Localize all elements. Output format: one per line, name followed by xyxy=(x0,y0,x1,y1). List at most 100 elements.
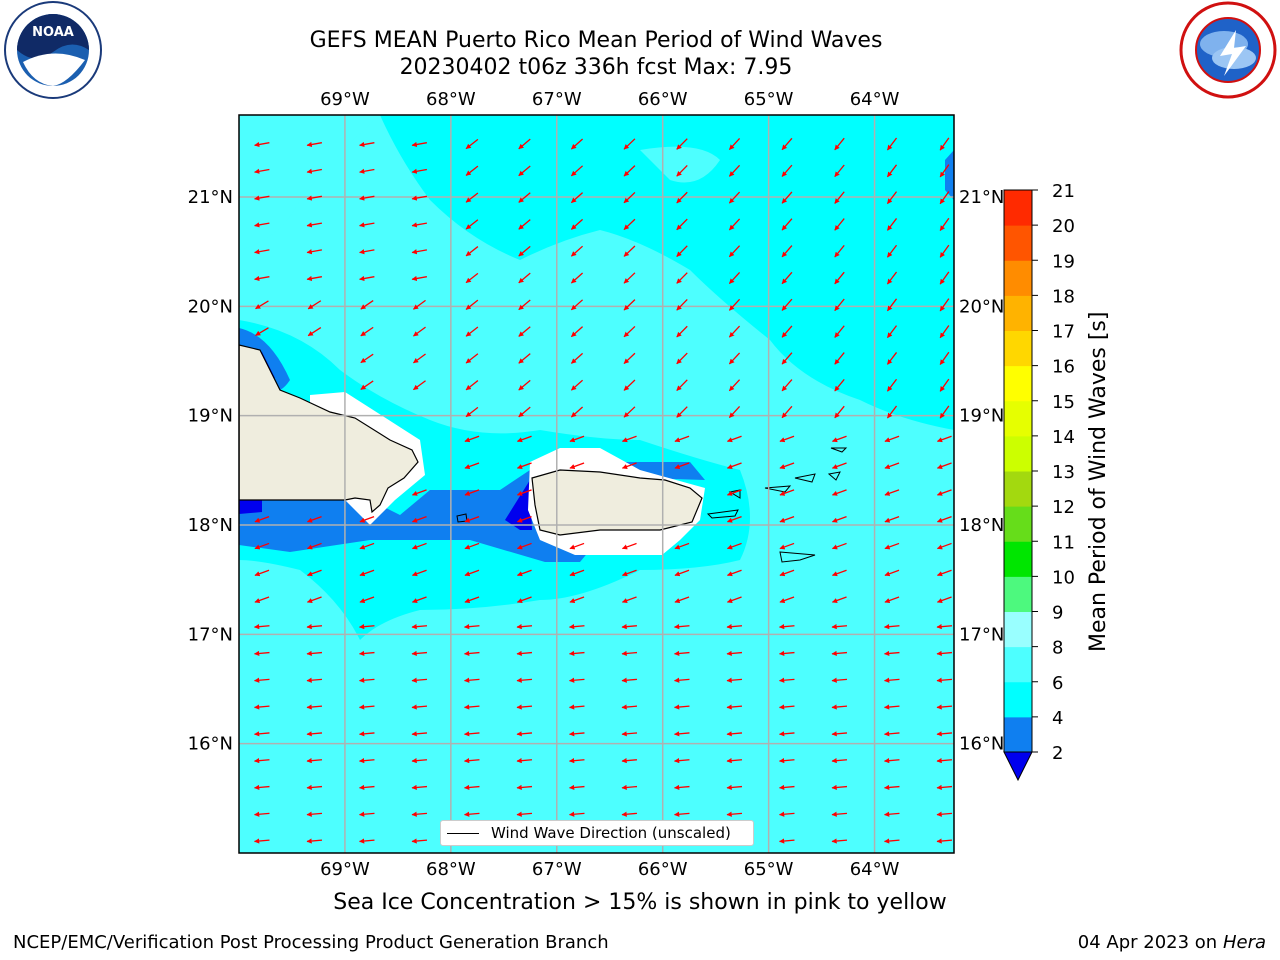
wave-direction-arrow xyxy=(254,222,270,228)
colorbar: 2 4 6 8 9 10 11 12 13 14 15 16 17 18 19 20 21 xyxy=(1003,181,1075,782)
wave-direction-arrow xyxy=(834,352,845,365)
wave-direction-arrow xyxy=(939,405,950,419)
wave-direction-arrow xyxy=(676,352,688,365)
map-title: GEFS MEAN Puerto Rico Mean Period of Win… xyxy=(309,28,883,53)
wave-direction-arrow xyxy=(464,811,480,817)
wave-direction-arrow xyxy=(307,300,322,310)
wave-direction-arrow xyxy=(254,249,270,255)
wave-direction-arrow xyxy=(936,650,953,657)
wave-direction-arrow xyxy=(831,596,847,604)
wave-direction-arrow xyxy=(464,462,480,470)
lat-label-left: 18°N xyxy=(188,515,233,536)
wave-direction-arrow xyxy=(676,164,688,177)
wave-direction-arrow xyxy=(674,784,690,791)
wave-direction-arrow xyxy=(886,271,898,285)
wave-direction-arrow xyxy=(411,516,427,523)
wave-direction-arrow xyxy=(674,624,690,630)
wave-direction-arrow xyxy=(621,784,638,791)
wave-direction-arrow xyxy=(936,704,953,710)
wave-direction-arrow xyxy=(254,275,270,282)
wave-direction-arrow xyxy=(674,596,690,604)
wave-direction-arrow xyxy=(464,731,480,737)
wave-direction-arrow xyxy=(886,405,898,419)
wave-direction-arrow xyxy=(676,138,688,150)
wave-direction-arrow xyxy=(834,218,845,231)
wave-direction-arrow xyxy=(306,195,322,201)
wave-direction-arrow xyxy=(781,379,793,392)
lat-label-right: 21°N xyxy=(959,187,1004,208)
wave-direction-arrow xyxy=(465,246,479,257)
wave-direction-arrow xyxy=(359,195,375,201)
wave-direction-arrow xyxy=(781,164,793,177)
wave-direction-arrow xyxy=(831,516,847,523)
wave-direction-arrow xyxy=(306,704,323,710)
wave-direction-arrow xyxy=(831,542,847,550)
colorbar-segment xyxy=(1004,576,1032,612)
wave-direction-arrow xyxy=(726,516,742,523)
colorbar-segment xyxy=(1004,260,1032,296)
wave-direction-arrow xyxy=(674,650,690,657)
wave-direction-arrow xyxy=(623,245,636,257)
wave-direction-arrow xyxy=(516,811,533,817)
colorbar-tick-label: 6 xyxy=(1052,673,1063,694)
map-subtitle: 20230402 t06z 336h fcst Max: 7.95 xyxy=(399,55,793,80)
wave-direction-arrow xyxy=(306,624,323,630)
wave-direction-arrow xyxy=(779,516,795,523)
wave-direction-arrow xyxy=(254,596,270,604)
wave-direction-arrow xyxy=(516,677,533,683)
wave-direction-arrow xyxy=(831,489,847,496)
wave-direction-arrow xyxy=(254,758,270,764)
wave-direction-arrow xyxy=(306,784,323,791)
lat-label-left: 20°N xyxy=(188,296,233,317)
wave-direction-arrow xyxy=(674,462,690,470)
wave-direction-arrow xyxy=(621,596,637,604)
wave-direction-arrow xyxy=(623,325,636,338)
wave-direction-arrow xyxy=(570,299,584,311)
wave-direction-arrow xyxy=(831,811,848,817)
colorbar-tick-label: 11 xyxy=(1052,532,1075,553)
svg-text:NOAA: NOAA xyxy=(32,25,74,40)
wave-direction-arrow xyxy=(728,245,741,258)
wave-direction-arrow xyxy=(621,569,637,577)
wave-direction-arrow xyxy=(359,249,375,255)
wave-direction-arrow xyxy=(411,195,427,201)
wave-direction-arrow xyxy=(516,704,533,710)
wave-direction-arrow xyxy=(936,516,952,523)
wave-direction-arrow xyxy=(674,435,690,443)
wave-direction-arrow xyxy=(569,811,585,817)
wave-direction-arrow xyxy=(674,569,690,577)
wave-direction-arrow xyxy=(939,191,950,205)
wave-direction-arrow xyxy=(831,462,847,470)
wave-direction-arrow xyxy=(465,406,479,418)
wave-direction-arrow xyxy=(726,650,743,657)
wave-direction-arrow xyxy=(726,489,742,496)
wave-direction-arrow xyxy=(306,516,322,523)
wave-direction-arrow xyxy=(834,378,845,392)
colorbar-tick-label: 17 xyxy=(1052,322,1075,343)
wave-direction-arrow xyxy=(570,138,584,150)
wave-direction-arrow xyxy=(465,272,479,284)
wave-direction-arrow xyxy=(516,650,533,657)
lon-label-bottom: 68°W xyxy=(426,859,476,880)
wave-direction-arrow xyxy=(886,137,898,151)
wave-direction-arrow xyxy=(306,758,323,764)
wave-direction-arrow xyxy=(939,137,950,151)
wave-direction-arrow xyxy=(728,164,741,177)
wave-direction-arrow xyxy=(306,168,322,174)
colorbar-tick-label: 19 xyxy=(1052,251,1075,272)
wave-direction-arrow xyxy=(411,569,427,577)
wave-direction-arrow xyxy=(516,489,532,496)
wave-direction-arrow xyxy=(516,731,533,737)
lat-label-left: 17°N xyxy=(188,624,233,645)
colorbar-segment xyxy=(1004,190,1032,226)
wave-direction-arrow xyxy=(465,138,479,150)
wave-direction-arrow xyxy=(884,516,900,523)
wave-direction-arrow xyxy=(779,704,795,710)
wave-direction-arrow xyxy=(518,379,531,391)
wave-direction-arrow xyxy=(621,704,638,710)
wave-direction-arrow xyxy=(834,298,845,312)
wave-direction-arrow xyxy=(411,838,428,844)
wave-direction-arrow xyxy=(936,838,953,844)
colorbar-tick-label: 2 xyxy=(1052,743,1063,764)
wave-direction-arrow xyxy=(359,624,375,630)
